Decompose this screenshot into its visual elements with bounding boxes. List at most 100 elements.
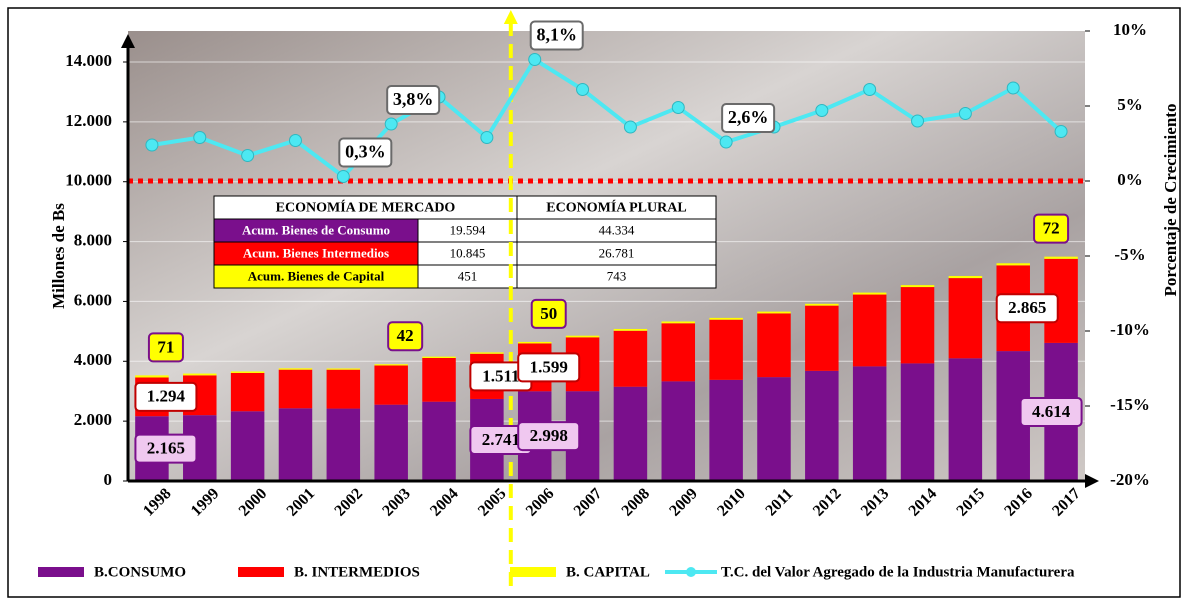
bar-segment	[757, 311, 791, 314]
data-label: 2.165	[147, 439, 185, 458]
bar-segment	[278, 368, 313, 370]
data-label-box	[517, 352, 581, 383]
line-point	[480, 131, 494, 144]
bar-segment	[565, 335, 600, 338]
line-point	[336, 170, 350, 183]
y-tick-label: 2.000	[74, 410, 112, 429]
table-header: ECONOMÍA PLURAL	[546, 199, 686, 216]
line-point	[528, 53, 542, 66]
table-cell-text: Acum. Bienes de Capital	[248, 268, 385, 283]
legend-label: B. CAPITAL	[566, 564, 650, 580]
data-label: 2,6%	[728, 107, 769, 127]
y-axis-label: Millones de Bs	[49, 203, 68, 309]
bar-segment	[326, 408, 361, 481]
legend-swatch	[238, 567, 284, 577]
bar-segment	[709, 379, 743, 481]
bar-segment	[805, 305, 839, 371]
y-tick-label: 14.000	[65, 51, 112, 70]
bar-segment	[135, 375, 169, 378]
line-point	[863, 83, 877, 96]
data-label-box	[721, 103, 776, 133]
bar-segment	[326, 369, 361, 409]
y-tick-label: 10.000	[65, 171, 112, 190]
bar-segment	[852, 294, 887, 367]
legend-label: B. INTERMEDIOS	[294, 564, 420, 580]
legend-label: T.C. del Valor Agregado de la Industria …	[721, 564, 1075, 580]
table-cell-text: Acum. Bienes de Consumo	[242, 222, 390, 237]
data-label: 2.998	[530, 426, 568, 445]
bar-segment	[230, 411, 265, 481]
y2-tick-label: 0%	[1117, 170, 1143, 189]
table-header: ECONOMÍA DE MERCADO	[276, 199, 456, 216]
data-label-box	[134, 433, 198, 464]
bar-segment	[661, 321, 696, 324]
line-point	[623, 120, 637, 134]
bar-segment	[948, 278, 983, 359]
y2-axis-label: Porcentaje de Crecimiento	[1161, 104, 1180, 297]
bar-segment	[374, 404, 408, 481]
y-tick-label: 12.000	[65, 111, 112, 130]
data-label: 1.294	[147, 387, 186, 406]
y-tick-label: 8.000	[74, 230, 112, 249]
data-label-box	[134, 381, 198, 412]
data-label: 71	[157, 337, 174, 356]
data-label: 4.614	[1032, 402, 1071, 421]
data-label-box	[387, 321, 424, 352]
bar-segment	[374, 365, 408, 405]
data-label-box	[1033, 213, 1070, 244]
bar-segment	[422, 357, 456, 402]
bar-segment	[900, 287, 935, 364]
data-label: 50	[540, 304, 557, 323]
legend-swatch	[38, 567, 84, 577]
line-point	[193, 131, 207, 144]
y2-tick-label: -20%	[1110, 470, 1150, 489]
data-label-box	[529, 20, 584, 51]
data-label: 42	[397, 326, 414, 345]
line-point	[1006, 81, 1020, 95]
table-cell-text: Acum. Bienes Intermedios	[243, 245, 389, 260]
bar-segment	[805, 303, 839, 306]
table-cell-text: 743	[607, 268, 627, 283]
bar-segment	[1044, 256, 1078, 259]
bar-segment	[517, 341, 552, 344]
bar-segment	[900, 285, 935, 288]
line-point	[719, 135, 733, 149]
line-point	[145, 138, 159, 152]
bar-segment	[709, 317, 743, 320]
table-cell	[516, 264, 717, 289]
data-label-box	[386, 85, 441, 115]
bar-segment	[613, 328, 648, 331]
bar-segment	[852, 292, 887, 295]
bar-segment	[661, 381, 696, 481]
bar-segment	[374, 364, 408, 366]
bar-segment	[948, 275, 983, 279]
y-tick-label: 6.000	[74, 290, 112, 309]
line-point	[815, 104, 829, 117]
data-label-box	[530, 298, 567, 329]
y2-tick-label: 10%	[1113, 20, 1147, 39]
data-label: 1.599	[530, 357, 568, 376]
line-point	[1054, 125, 1068, 138]
legend-swatch	[510, 567, 556, 577]
bar-segment	[709, 319, 743, 380]
bar-segment	[230, 371, 265, 373]
bar-segment	[613, 330, 648, 387]
line-point	[576, 83, 590, 96]
bar-segment	[278, 408, 313, 481]
data-label: 72	[1043, 219, 1060, 238]
line-point	[241, 149, 255, 162]
bar-segment	[470, 352, 504, 354]
y2-tick-label: -10%	[1110, 320, 1150, 339]
data-label: 0,3%	[345, 142, 386, 162]
data-label-box	[147, 332, 184, 363]
y-tick-label: 4.000	[74, 350, 112, 369]
summary-table: ECONOMÍA DE MERCADO ECONOMÍA PLURAL Acum. …	[213, 195, 717, 289]
table-cell-text: 10.845	[450, 245, 486, 260]
legend-marker	[686, 567, 696, 577]
data-label: 3,8%	[393, 89, 434, 109]
table-cell-text: 44.334	[599, 222, 635, 237]
bar-segment	[422, 401, 456, 481]
separator-arrow	[503, 10, 518, 24]
